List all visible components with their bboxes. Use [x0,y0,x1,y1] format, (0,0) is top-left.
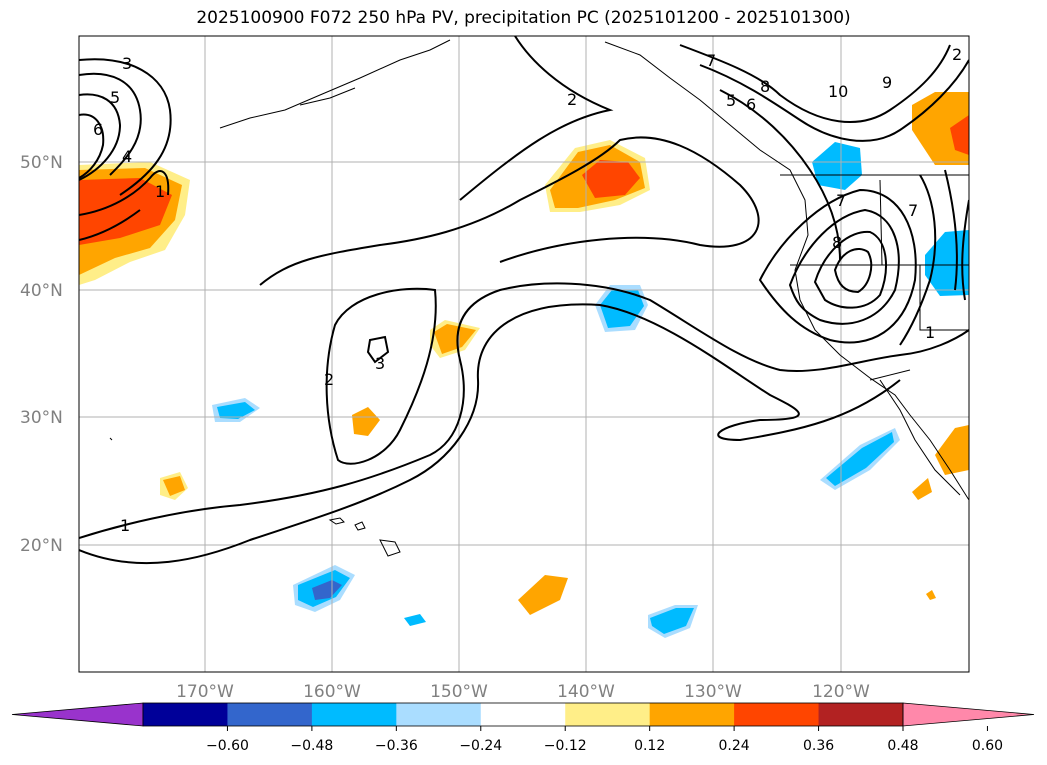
shade-negative [404,614,426,626]
contour-label: 2 [567,90,577,109]
contour-label: 9 [882,73,892,92]
colorbar-tick-label: −0.60 [206,738,249,754]
colorbar-swatch [480,703,566,726]
shade-negative [826,432,894,486]
shade-positive [935,425,969,475]
colorbar-tick-label: −0.24 [459,738,502,754]
shade-positive [582,160,640,198]
colorbar-swatch [311,703,397,726]
contour-label: 1 [120,516,130,535]
colorbar-swatch [734,703,820,726]
lat-label: 30°N [20,408,63,428]
contour-label: 4 [122,147,132,166]
shade-positive [518,575,568,615]
colorbar: −0.60 −0.48 −0.36 −0.24 −0.12 0.12 0.24 0.36 0.4… [11,702,1035,754]
shade-negative [217,402,255,419]
longitude-labels: 170°W 160°W 150°W 140°W 130°W 120°W [176,682,870,702]
contour-label: 6 [746,95,756,114]
contour-labels: 3 5 6 4 1 2 3 2 1 7 8 10 9 5 6 7 8 1 7 2 [93,45,962,535]
shade-negative [600,290,644,328]
colorbar-tick-label: 0.12 [634,738,665,754]
contour-label: 8 [760,77,770,96]
precipitation-shading [79,92,969,638]
map-frame [78,35,970,673]
pv-contours [79,36,969,565]
shade-positive [926,590,936,600]
shade-positive [352,407,380,436]
colorbar-tick-label: 0.36 [803,738,834,754]
shade-negative [312,580,342,600]
shade-negative [812,142,862,190]
colorbar-swatch [565,703,651,726]
colorbar-tick-label: 0.48 [887,738,918,754]
map-plot-area [79,36,969,672]
latitude-labels: 50°N 40°N 30°N 20°N [20,153,63,556]
contour-label: 10 [828,82,848,101]
contour-label: 7 [706,51,716,70]
colorbar-extension-high [902,702,1035,727]
colorbar-swatch [649,703,735,726]
lat-label: 20°N [20,536,63,556]
shade-negative [650,608,694,634]
colorbar-swatch [143,703,228,726]
contour-label: 8 [832,233,842,252]
colorbar-extension-low [11,702,144,727]
colorbar-swatch [396,703,482,726]
contour-label: 7 [836,191,846,210]
shade-positive [434,324,476,354]
contour-label: 3 [375,354,385,373]
colorbar-swatch [818,703,904,726]
colorbar-swatch [227,703,313,726]
lat-label: 50°N [20,153,63,173]
contour-label: 1 [155,182,165,201]
lon-label: 160°W [303,682,361,702]
contour-label: 2 [324,370,334,389]
lat-label: 40°N [20,281,63,301]
shade-positive [79,178,172,245]
lon-label: 170°W [176,682,234,702]
contour-label: 3 [122,54,132,73]
lon-label: 130°W [684,682,742,702]
lon-label: 150°W [430,682,488,702]
shade-positive [163,476,185,496]
colorbar-tick-label: 0.60 [972,738,1003,754]
colorbar-outline [142,702,904,727]
colorbar-tick-label: 0.24 [719,738,750,754]
contour-label: 5 [726,91,736,110]
contour-label: 1 [925,323,935,342]
contour-label: 2 [952,45,962,64]
map-title: 2025100900 F072 250 hPa PV, precipitatio… [196,8,851,28]
contour-label: 7 [908,201,918,220]
contour-label: 6 [93,120,103,139]
shade-positive [912,478,932,500]
colorbar-tick-label: −0.36 [375,738,418,754]
shade-positive [950,115,969,155]
colorbar-tick-label: −0.48 [290,738,333,754]
colorbar-tick-label: −0.12 [544,738,587,754]
contour-label: 5 [110,88,120,107]
coastlines [109,39,969,557]
lon-label: 120°W [812,682,870,702]
lon-label: 140°W [557,682,615,702]
